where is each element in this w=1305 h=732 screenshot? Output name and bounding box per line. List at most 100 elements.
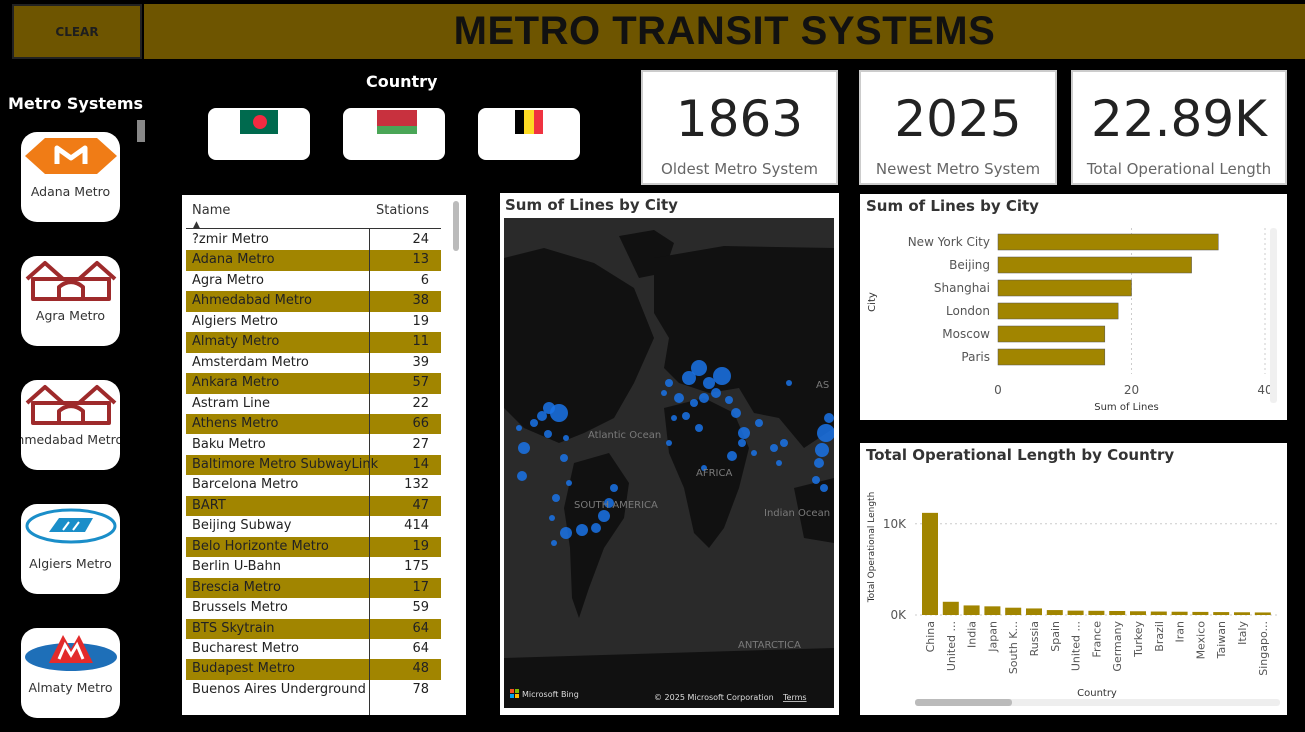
bar[interactable] xyxy=(1150,611,1167,615)
table-row[interactable]: Budapest Metro 48 xyxy=(186,659,441,680)
map-terms-link[interactable]: Terms xyxy=(782,693,807,702)
category-label: South K... xyxy=(1007,621,1020,674)
page-title: METRO TRANSIT SYSTEMS xyxy=(453,9,996,53)
table-row[interactable]: Amsterdam Metro 39 xyxy=(186,353,441,373)
table-row[interactable]: Algiers Metro 19 xyxy=(186,312,441,332)
bar[interactable] xyxy=(963,605,980,615)
bar[interactable] xyxy=(1192,611,1209,615)
bar[interactable] xyxy=(1026,608,1042,615)
row-stations: 38 xyxy=(412,293,429,309)
row-stations: 414 xyxy=(404,518,429,534)
bar[interactable] xyxy=(1130,611,1146,615)
kpi-caption: Oldest Metro System xyxy=(661,160,818,178)
country-filter-belgium[interactable] xyxy=(478,108,580,160)
sidebar-item-label: Agra Metro xyxy=(35,308,106,323)
table-row[interactable]: Berlin U-Bahn 175 xyxy=(186,557,441,577)
bar[interactable] xyxy=(922,512,938,615)
sidebar-item-label: Ahmedabad Metro xyxy=(21,432,120,447)
sidebar-item-agra-metro[interactable]: Agra Metro xyxy=(21,256,120,346)
chart-title: Total Operational Length by Country xyxy=(866,446,1175,464)
bar[interactable] xyxy=(1067,610,1084,615)
category-label: Turkey xyxy=(1132,621,1145,658)
category-label: New York City xyxy=(908,235,990,249)
length-by-country-chart: Total Operational Length by Country 0K 10… xyxy=(860,443,1287,715)
bar[interactable] xyxy=(997,302,1119,320)
table-row[interactable]: Baku Metro 27 xyxy=(186,435,441,455)
table-row[interactable]: Astram Line 22 xyxy=(186,394,441,414)
country-filter-bangladesh[interactable] xyxy=(208,108,310,160)
bar[interactable] xyxy=(997,233,1219,251)
table-row[interactable]: Beijing Subway 414 xyxy=(186,516,441,536)
bar[interactable] xyxy=(1046,610,1063,615)
row-stations: 59 xyxy=(412,600,429,616)
chart-h-scrollbar-thumb[interactable] xyxy=(915,699,1012,706)
category-label: Singapo... xyxy=(1257,621,1270,676)
table-row[interactable]: Buenos Aires Underground 78 xyxy=(186,680,441,700)
table-row[interactable]: Brussels Metro 59 xyxy=(186,598,441,618)
table-scrollbar[interactable] xyxy=(453,201,459,251)
row-name: Astram Line xyxy=(192,395,270,411)
sidebar-item-ahmedabad-metro[interactable]: Ahmedabad Metro xyxy=(21,380,120,470)
bar[interactable] xyxy=(1005,607,1022,615)
bar[interactable] xyxy=(997,348,1106,366)
bar[interactable] xyxy=(1234,612,1250,615)
bar[interactable] xyxy=(997,279,1132,297)
column-header-stations[interactable]: Stations xyxy=(376,203,429,218)
sidebar-item-almaty-metro[interactable]: Almaty Metro xyxy=(21,628,120,718)
bar[interactable] xyxy=(1109,610,1126,615)
table-row[interactable]: Adana Metro 13 xyxy=(186,250,441,271)
world-map[interactable]: Atlantic Ocean AFRICA SOUTH AMERICA Indi… xyxy=(504,218,835,708)
table-row[interactable]: Ankara Metro 57 xyxy=(186,373,441,394)
almaty-metro-logo-icon xyxy=(21,628,120,676)
svg-text:SOUTH AMERICA: SOUTH AMERICA xyxy=(574,500,658,511)
sidebar-item-adana-metro[interactable]: Adana Metro xyxy=(21,132,120,222)
kpi-caption: Newest Metro System xyxy=(875,160,1041,178)
table-row[interactable]: Almaty Metro 11 xyxy=(186,332,441,353)
table-row[interactable]: Bucharest Metro 64 xyxy=(186,639,441,659)
table-row[interactable]: BART 47 xyxy=(186,495,441,517)
table-row[interactable]: Brescia Metro 17 xyxy=(186,577,441,599)
column-header-name[interactable]: Name xyxy=(192,203,231,218)
bar[interactable] xyxy=(1254,612,1271,615)
row-name: Algiers Metro xyxy=(192,313,278,329)
sidebar-item-algiers-metro[interactable]: Algiers Metro xyxy=(21,504,120,594)
row-stations: 14 xyxy=(412,456,429,472)
sidebar-scrollbar[interactable] xyxy=(137,120,145,142)
bar[interactable] xyxy=(942,601,959,615)
belgium-flag-icon xyxy=(515,110,543,134)
row-name: Brussels Metro xyxy=(192,600,288,616)
category-label: Taiwan xyxy=(1215,621,1228,659)
row-name: Agra Metro xyxy=(192,272,264,288)
category-label: France xyxy=(1090,621,1103,658)
bar[interactable] xyxy=(1171,611,1188,615)
header-divider xyxy=(186,228,441,229)
table-row[interactable]: Ahmedabad Metro 38 xyxy=(186,291,441,312)
chart-h-scrollbar-track[interactable] xyxy=(915,699,1280,706)
bar[interactable] xyxy=(1088,610,1105,615)
category-label: Beijing xyxy=(949,258,990,272)
bar[interactable] xyxy=(997,325,1106,343)
bar[interactable] xyxy=(997,256,1192,274)
bar[interactable] xyxy=(1213,612,1230,615)
category-label: London xyxy=(946,304,990,318)
table-row[interactable]: Athens Metro 66 xyxy=(186,414,441,435)
table-row[interactable]: BTS Skytrain 64 xyxy=(186,618,441,639)
table-row[interactable]: Baltimore Metro SubwayLink 14 xyxy=(186,454,441,476)
row-stations: 39 xyxy=(412,354,429,370)
y-tick-label: 0K xyxy=(890,608,907,622)
category-label: Paris xyxy=(961,350,990,364)
table-row[interactable]: Barcelona Metro 132 xyxy=(186,475,441,495)
row-stations: 11 xyxy=(412,334,429,350)
table-row[interactable]: Belo Horizonte Metro 19 xyxy=(186,536,441,558)
clear-button[interactable]: CLEAR xyxy=(12,4,142,59)
row-stations: 66 xyxy=(412,416,429,432)
table-row[interactable]: ?zmir Metro 24 xyxy=(186,230,441,250)
row-stations: 132 xyxy=(404,477,429,493)
kpi-card-oldest: 1863 Oldest Metro System xyxy=(641,70,838,185)
table-row[interactable]: Agra Metro 6 xyxy=(186,271,441,291)
chart-scrollbar[interactable] xyxy=(1270,228,1277,403)
country-filter-belarus[interactable] xyxy=(343,108,445,160)
row-name: Adana Metro xyxy=(192,252,275,268)
bar[interactable] xyxy=(984,606,1001,615)
chart-title: Sum of Lines by City xyxy=(866,197,1039,215)
